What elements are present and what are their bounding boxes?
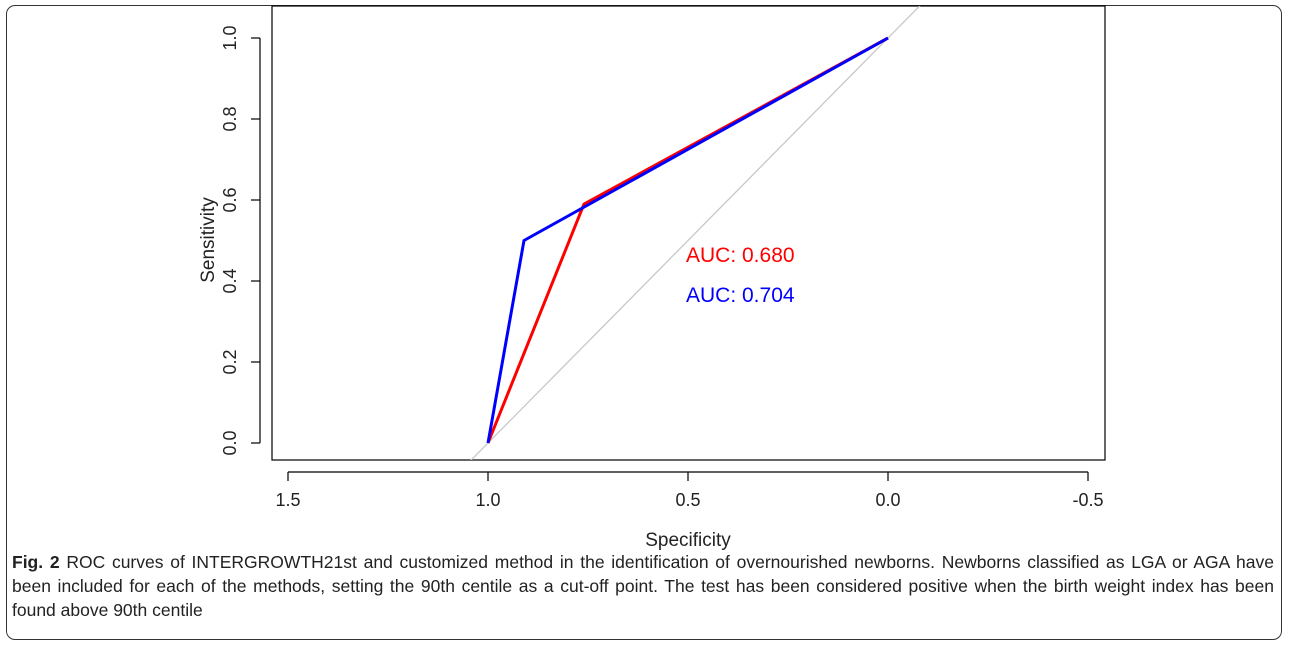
reference-diagonal <box>470 6 921 460</box>
auc-label-1: AUC: 0.680 <box>686 244 795 267</box>
roc-chart: 1.5 1.0 0.5 0.0 -0.5 0.0 0.2 0.4 0.6 0.8 1.0 Speci… <box>198 5 1106 550</box>
y-tick-label: 0.0 <box>220 430 240 455</box>
x-tick-label: 1.0 <box>475 490 500 510</box>
y-tick-label: 0.4 <box>220 268 240 293</box>
y-axis-title: Sensitivity <box>198 197 219 283</box>
auc-label-2: AUC: 0.704 <box>686 284 795 307</box>
y-tick-label: 0.6 <box>220 187 240 212</box>
y-tick-label: 1.0 <box>220 25 240 50</box>
figure-caption: Fig. 2 ROC curves of INTERGROWTH21st and… <box>12 550 1274 622</box>
x-tick-label: 0.5 <box>675 490 700 510</box>
plot-box <box>271 5 1106 461</box>
x-tick-label: 0.0 <box>875 490 900 510</box>
x-tick-label: -0.5 <box>1072 490 1103 510</box>
series-line-2 <box>486 36 889 444</box>
caption-label: Fig. 2 <box>12 552 60 572</box>
figure-frame <box>6 5 1282 640</box>
x-axis-title: Specificity <box>645 530 731 550</box>
y-tick-label: 0.8 <box>220 106 240 131</box>
y-tick-label: 0.2 <box>220 349 240 374</box>
x-tick-label: 1.5 <box>275 490 300 510</box>
caption-text: ROC curves of INTERGROWTH21st and custom… <box>12 552 1274 620</box>
